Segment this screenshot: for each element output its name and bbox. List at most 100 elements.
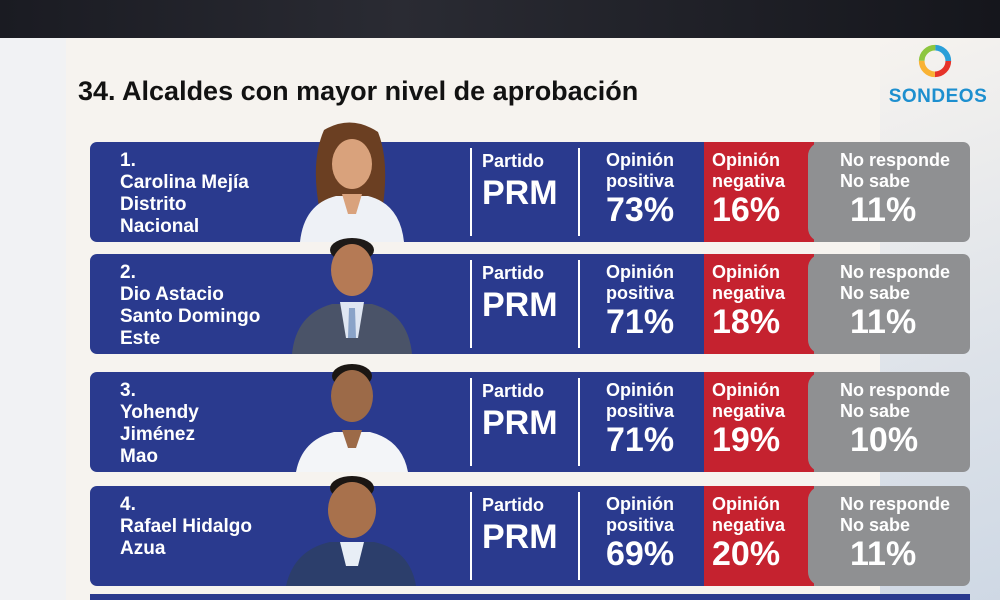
row-gray-curve (808, 372, 826, 472)
party-block: Partido PRM (482, 150, 558, 212)
mayor-row-2: 2. Dio Astacio Santo Domingo Este Partid… (90, 238, 970, 354)
positive-label-line: positiva (606, 401, 675, 421)
negative-opinion: Opinión negativa 16% (712, 150, 785, 228)
row-gray-panel (814, 142, 970, 242)
mayor-photo (296, 364, 408, 472)
divider (470, 148, 472, 236)
no-answer-value: 11% (850, 303, 917, 341)
party-block: Partido PRM (482, 380, 558, 442)
mayor-photo (292, 238, 412, 354)
row-red-panel (704, 142, 814, 242)
mayor-name-block: 1. Carolina Mejía Distrito Nacional (120, 150, 300, 238)
no-answer: No responde No sabe 10% (840, 380, 950, 458)
negative-value: 18% (712, 303, 781, 341)
party-label: Partido (482, 151, 545, 171)
mayor-rank: 3. (120, 380, 136, 401)
positive-label-line: Opinión (606, 150, 674, 170)
positive-label-line: positiva (606, 171, 675, 191)
party-value: PRM (482, 518, 558, 556)
negative-value: 20% (712, 535, 781, 573)
mayor-name-block: 2. Dio Astacio Santo Domingo Este (120, 262, 300, 350)
no-answer-label-line: No sabe (840, 171, 911, 191)
no-answer: No responde No sabe 11% (840, 494, 950, 572)
row-red-panel (704, 486, 814, 586)
no-answer-label-line: No sabe (840, 515, 911, 535)
divider (578, 148, 580, 236)
mayor-name-line: Nacional (120, 216, 200, 237)
no-answer-label-line: No responde (840, 494, 951, 514)
mayor-name-line: Santo Domingo (120, 306, 261, 327)
next-row-edge (90, 594, 970, 600)
no-answer-value: 11% (850, 535, 917, 573)
positive-label-line: Opinión (606, 262, 674, 282)
positive-opinion: Opinión positiva 71% (606, 380, 674, 458)
no-answer-value: 10% (850, 421, 919, 459)
row-gray-panel (814, 486, 970, 586)
mayor-photo (300, 122, 404, 242)
mayor-name-line: Este (120, 328, 161, 349)
no-answer-label-line: No sabe (840, 283, 911, 303)
party-value: PRM (482, 286, 558, 324)
party-block: Partido PRM (482, 262, 558, 324)
no-answer-label-line: No responde (840, 380, 951, 400)
mayor-row-3: 3. Yohendy Jiménez Mao Partido PRM Opini… (90, 364, 970, 472)
negative-label-line: negativa (712, 283, 786, 303)
positive-label-line: positiva (606, 515, 675, 535)
negative-opinion: Opinión negativa 18% (712, 262, 785, 340)
row-gray-curve (808, 142, 826, 242)
negative-value: 19% (712, 421, 781, 459)
party-value: PRM (482, 404, 558, 442)
logo-ring-icon (918, 44, 952, 78)
divider (578, 492, 580, 580)
mayor-name-line: Jiménez (120, 424, 195, 445)
mayor-row-4: 4. Rafael Hidalgo Azua Partido PRM Opini… (90, 476, 970, 586)
divider (578, 260, 580, 348)
divider (470, 492, 472, 580)
negative-value: 16% (712, 191, 781, 229)
positive-opinion: Opinión positiva 69% (606, 494, 674, 572)
mayor-name-line: Dio Astacio (120, 284, 224, 305)
negative-opinion: Opinión negativa 20% (712, 494, 785, 572)
no-answer: No responde No sabe 11% (840, 262, 950, 340)
mayor-name-block: 3. Yohendy Jiménez Mao (120, 380, 300, 468)
mayor-name-line: Distrito (120, 194, 187, 215)
positive-opinion: Opinión positiva 73% (606, 150, 674, 228)
no-answer-label-line: No responde (840, 262, 951, 282)
mayor-name-line: Rafael Hidalgo (120, 516, 252, 537)
divider (470, 260, 472, 348)
row-red-panel (704, 372, 814, 472)
positive-label-line: Opinión (606, 380, 674, 400)
mayor-rank: 4. (120, 494, 136, 515)
row-gray-curve (808, 254, 826, 354)
negative-label-line: Opinión (712, 150, 780, 170)
positive-value: 73% (606, 191, 675, 229)
mayor-name-line: Mao (120, 446, 158, 467)
party-label: Partido (482, 263, 545, 283)
video-top-bar (0, 0, 1000, 38)
party-block: Partido PRM (482, 494, 558, 556)
row-gray-panel (814, 372, 970, 472)
mayor-name-line: Azua (120, 538, 166, 559)
row-gray-panel (814, 254, 970, 354)
no-answer: No responde No sabe 11% (840, 150, 950, 228)
negative-opinion: Opinión negativa 19% (712, 380, 785, 458)
negative-label-line: Opinión (712, 380, 780, 400)
positive-label-line: positiva (606, 283, 675, 303)
no-answer-value: 11% (850, 191, 917, 229)
negative-label-line: negativa (712, 515, 786, 535)
logo-text: SONDEOS (888, 86, 988, 107)
mayor-row-1: 1. Carolina Mejía Distrito Nacional Part… (90, 122, 970, 242)
negative-label-line: Opinión (712, 494, 780, 514)
mayor-rank: 2. (120, 262, 136, 283)
mayor-photo (286, 476, 416, 586)
sondeos-logo: SONDEOS (878, 42, 998, 108)
positive-value: 69% (606, 535, 675, 573)
negative-label-line: negativa (712, 171, 786, 191)
page-title: 34. Alcaldes con mayor nivel de aprobaci… (78, 76, 639, 106)
mayor-name-block: 4. Rafael Hidalgo Azua (120, 494, 300, 560)
divider (578, 378, 580, 466)
positive-opinion: Opinión positiva 71% (606, 262, 674, 340)
negative-label-line: Opinión (712, 262, 780, 282)
negative-label-line: negativa (712, 401, 786, 421)
mayor-name-line: Carolina Mejía (120, 172, 249, 193)
